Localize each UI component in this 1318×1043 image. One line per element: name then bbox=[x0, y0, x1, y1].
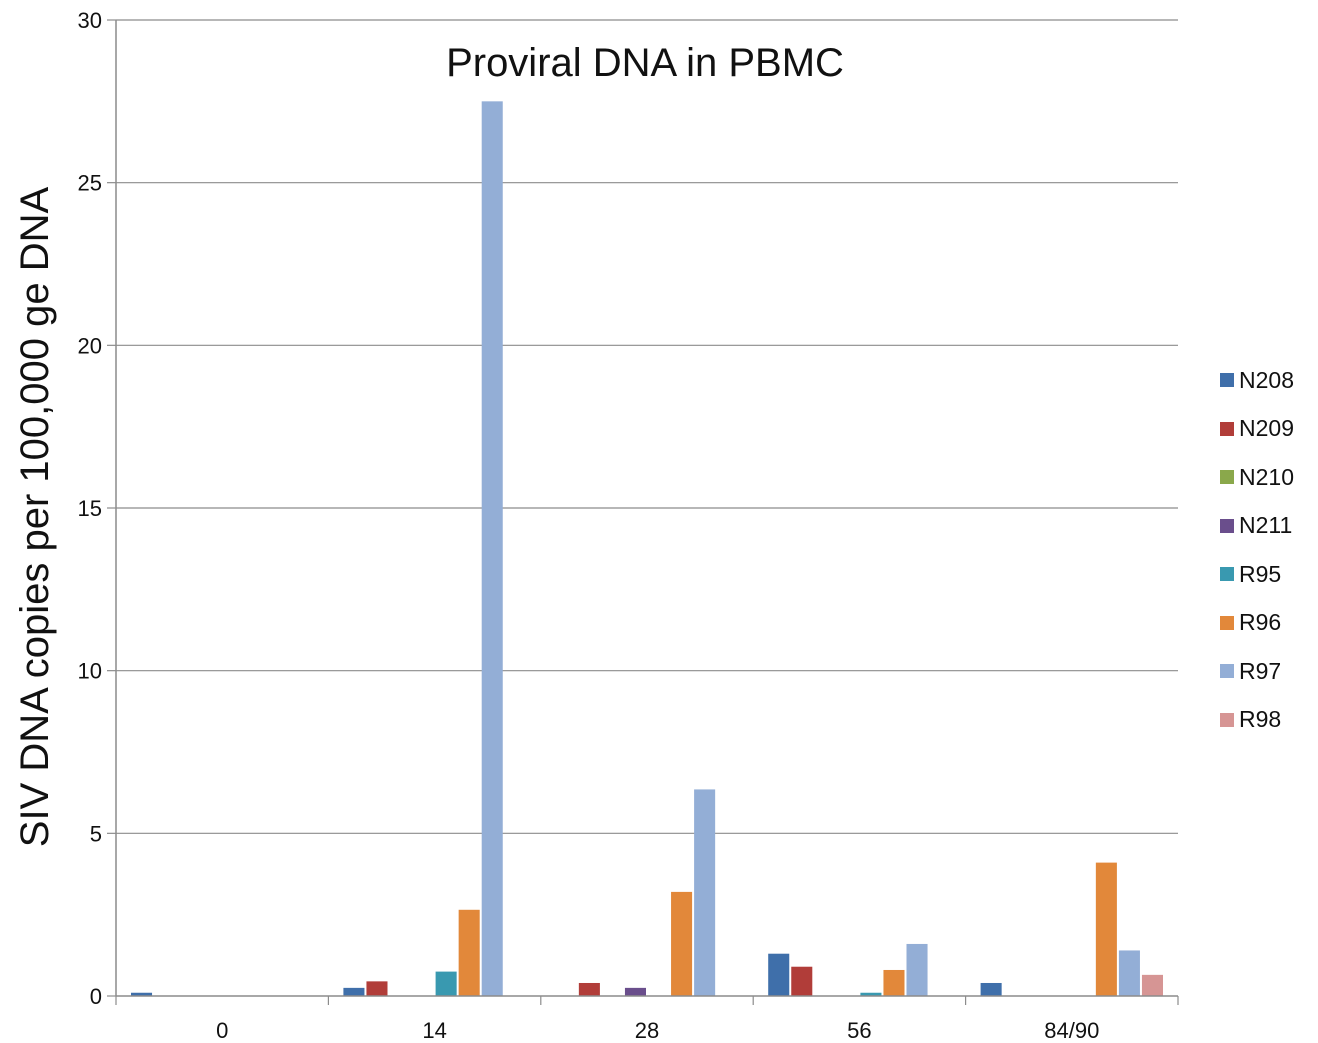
legend-swatch bbox=[1220, 712, 1234, 727]
legend-swatch bbox=[1220, 567, 1234, 582]
y-tick-label: 15 bbox=[78, 496, 102, 521]
legend-item: R96 bbox=[1220, 599, 1294, 648]
legend-item: N209 bbox=[1220, 405, 1294, 454]
legend-label: N210 bbox=[1239, 463, 1294, 490]
bars bbox=[131, 101, 1163, 997]
y-tick-label: 20 bbox=[78, 333, 102, 358]
legend-item: R97 bbox=[1220, 647, 1294, 696]
legend-label: N211 bbox=[1239, 512, 1293, 539]
y-tick-labels: 0 5 10 15 20 25 30 bbox=[78, 8, 102, 1009]
x-tick-label: 56 bbox=[847, 1018, 871, 1043]
legend-swatch bbox=[1220, 664, 1234, 679]
x-tick-label: 0 bbox=[216, 1018, 228, 1043]
legend-label: R98 bbox=[1239, 706, 1282, 733]
bar-r97-28 bbox=[694, 789, 716, 996]
bar-n211-28 bbox=[624, 987, 646, 996]
y-tick-label: 30 bbox=[78, 8, 102, 33]
legend-item: N211 bbox=[1220, 502, 1294, 551]
legend-swatch bbox=[1220, 470, 1234, 485]
bar-n209-56 bbox=[791, 966, 813, 996]
y-tick-label: 5 bbox=[90, 821, 102, 846]
legend-label: N208 bbox=[1239, 366, 1294, 393]
legend-item: R95 bbox=[1220, 550, 1294, 599]
legend-swatch bbox=[1220, 615, 1234, 630]
bar-r97-84-90 bbox=[1118, 950, 1140, 996]
bar-n209-14 bbox=[366, 981, 388, 996]
y-tick-label: 10 bbox=[78, 659, 102, 684]
legend-swatch bbox=[1220, 373, 1234, 388]
bar-r96-56 bbox=[883, 969, 905, 996]
bar-r97-14 bbox=[481, 101, 503, 997]
bar-n208-84-90 bbox=[980, 982, 1002, 996]
legend: N208 N209 N210 N211 R95 R96 R97 R98 bbox=[1220, 356, 1294, 744]
axes bbox=[115, 20, 1179, 1005]
legend-swatch bbox=[1220, 518, 1234, 533]
chart-title: Proviral DNA in PBMC bbox=[446, 41, 844, 85]
legend-item: N210 bbox=[1220, 453, 1294, 502]
legend-item: N208 bbox=[1220, 356, 1294, 405]
legend-swatch bbox=[1220, 421, 1234, 436]
x-tick-label: 84/90 bbox=[1044, 1018, 1099, 1043]
x-tick-label: 14 bbox=[422, 1018, 446, 1043]
bar-r96-28 bbox=[671, 891, 693, 996]
bar-n208-0 bbox=[131, 992, 153, 996]
bar-r97-56 bbox=[906, 943, 928, 996]
x-tick-labels: 0 14 28 56 84/90 bbox=[216, 1018, 1099, 1043]
legend-label: R95 bbox=[1239, 560, 1282, 587]
y-tick-label: 25 bbox=[78, 171, 102, 196]
bar-n208-14 bbox=[343, 987, 365, 996]
x-tick-label: 28 bbox=[635, 1018, 659, 1043]
y-axis-label: SIV DNA copies per 100,000 ge DNA bbox=[13, 186, 57, 847]
bar-r95-56 bbox=[860, 992, 882, 996]
bar-n208-56 bbox=[768, 953, 790, 996]
legend-label: R96 bbox=[1239, 609, 1282, 636]
bar-n209-28 bbox=[578, 982, 600, 996]
bar-r98-84-90 bbox=[1141, 974, 1163, 996]
bar-r96-84-90 bbox=[1095, 862, 1117, 996]
legend-item: R98 bbox=[1220, 696, 1294, 745]
bar-r96-14 bbox=[458, 909, 480, 996]
y-tick-label: 0 bbox=[90, 984, 102, 1009]
legend-label: N209 bbox=[1239, 415, 1294, 442]
gridlines bbox=[107, 19, 1178, 997]
legend-label: R97 bbox=[1239, 657, 1282, 684]
bar-r95-14 bbox=[435, 971, 457, 996]
